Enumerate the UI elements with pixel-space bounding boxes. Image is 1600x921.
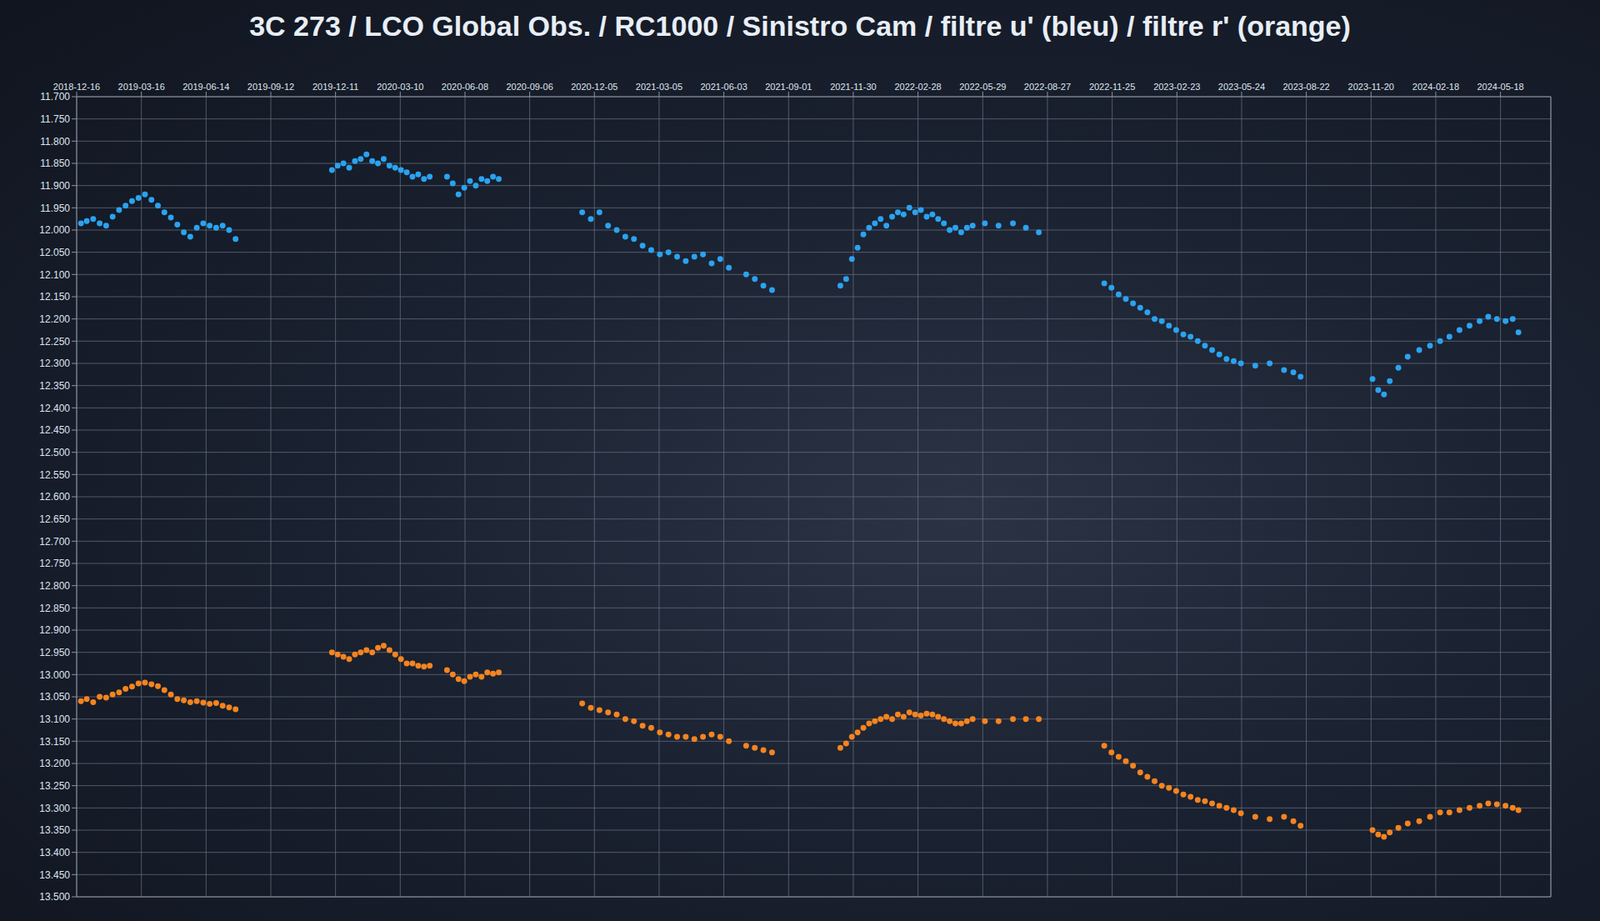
svg-text:12.150: 12.150 xyxy=(39,290,70,303)
svg-text:12.200: 12.200 xyxy=(39,313,70,325)
svg-text:2019-06-14: 2019-06-14 xyxy=(182,81,230,92)
svg-text:13.150: 13.150 xyxy=(39,735,70,748)
svg-text:2018-12-16: 2018-12-16 xyxy=(53,81,100,92)
svg-text:2020-09-06: 2020-09-06 xyxy=(506,81,554,92)
svg-text:2021-06-03: 2021-06-03 xyxy=(700,81,747,92)
svg-text:13.250: 13.250 xyxy=(39,780,70,792)
svg-text:2023-11-20: 2023-11-20 xyxy=(1348,81,1395,92)
svg-text:2022-02-28: 2022-02-28 xyxy=(894,81,941,92)
svg-text:2023-05-24: 2023-05-24 xyxy=(1218,81,1265,92)
svg-text:13.450: 13.450 xyxy=(39,869,70,881)
svg-text:11.700: 11.700 xyxy=(40,90,70,103)
svg-text:11.800: 11.800 xyxy=(40,135,70,148)
svg-text:12.000: 12.000 xyxy=(39,224,70,236)
svg-text:12.600: 12.600 xyxy=(39,490,70,503)
svg-text:13.000: 13.000 xyxy=(39,669,70,681)
svg-text:13.050: 13.050 xyxy=(39,690,70,703)
svg-text:12.300: 12.300 xyxy=(39,357,70,370)
svg-text:2020-12-05: 2020-12-05 xyxy=(570,81,618,92)
svg-text:12.800: 12.800 xyxy=(39,580,70,592)
svg-text:2021-09-01: 2021-09-01 xyxy=(765,81,812,92)
svg-text:12.500: 12.500 xyxy=(39,446,70,459)
svg-text:12.850: 12.850 xyxy=(39,602,70,615)
svg-text:2024-05-18: 2024-05-18 xyxy=(1476,81,1524,92)
svg-text:12.050: 12.050 xyxy=(39,246,70,259)
svg-text:2022-05-29: 2022-05-29 xyxy=(959,81,1006,92)
svg-text:11.750: 11.750 xyxy=(40,113,70,125)
svg-text:2019-09-12: 2019-09-12 xyxy=(247,81,295,92)
svg-text:2021-03-05: 2021-03-05 xyxy=(635,81,683,92)
svg-text:12.450: 12.450 xyxy=(39,424,70,436)
svg-text:2022-11-25: 2022-11-25 xyxy=(1089,81,1135,92)
svg-text:2021-11-30: 2021-11-30 xyxy=(830,81,876,92)
svg-text:13.500: 13.500 xyxy=(39,890,70,903)
svg-text:12.550: 12.550 xyxy=(39,469,70,481)
svg-text:11.950: 11.950 xyxy=(40,202,70,215)
svg-text:12.900: 12.900 xyxy=(39,624,70,636)
svg-text:2023-08-22: 2023-08-22 xyxy=(1282,81,1330,92)
svg-text:12.400: 12.400 xyxy=(39,402,70,415)
svg-text:11.850: 11.850 xyxy=(40,157,70,170)
html-text:3C 273 / LCO Global Obs. / RC1: 3C 273 / LCO Global Obs. / RC1000 / Sini… xyxy=(249,9,1351,42)
svg-text:13.200: 13.200 xyxy=(39,757,70,770)
svg-text:12.700: 12.700 xyxy=(39,535,70,548)
svg-text:12.950: 12.950 xyxy=(39,646,70,659)
svg-text:12.250: 12.250 xyxy=(39,335,70,348)
svg-text:2023-02-23: 2023-02-23 xyxy=(1153,81,1200,92)
svg-text:13.300: 13.300 xyxy=(39,802,70,815)
svg-text:13.100: 13.100 xyxy=(39,713,70,725)
svg-text:11.900: 11.900 xyxy=(40,180,70,192)
svg-text:2022-08-27: 2022-08-27 xyxy=(1024,81,1071,92)
svg-text:2019-12-11: 2019-12-11 xyxy=(312,81,359,92)
svg-text:12.350: 12.350 xyxy=(39,380,70,392)
svg-text:2024-02-18: 2024-02-18 xyxy=(1412,81,1460,92)
svg-text:13.350: 13.350 xyxy=(39,824,70,836)
svg-text:2019-03-16: 2019-03-16 xyxy=(118,81,165,92)
svg-text:13.400: 13.400 xyxy=(39,846,70,859)
svg-text:2020-06-08: 2020-06-08 xyxy=(441,81,489,92)
svg-text:12.650: 12.650 xyxy=(39,513,70,525)
svg-text:12.100: 12.100 xyxy=(39,269,70,281)
svg-text:12.750: 12.750 xyxy=(39,557,70,570)
svg-text:2020-03-10: 2020-03-10 xyxy=(376,81,424,92)
